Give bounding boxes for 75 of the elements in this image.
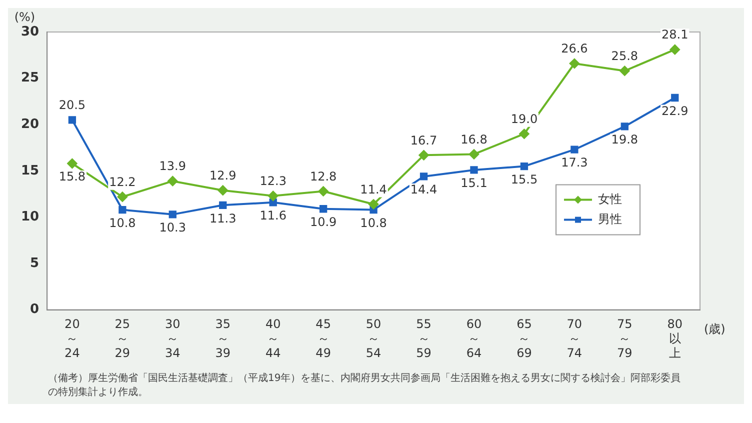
y-tick-label: 20 [20,116,40,132]
y-tick-label: 30 [20,24,40,40]
x-tick-label: 20～24 [64,317,80,360]
data-label: 16.7 [410,133,438,148]
data-label: 25.8 [611,49,638,64]
point [670,44,680,55]
point [319,205,328,213]
x-tick-label: 60～64 [466,317,482,360]
point [470,166,478,174]
data-label: 16.8 [460,132,488,146]
data-label: 12.3 [260,174,286,188]
x-tick-label: 55～59 [416,317,432,360]
point [168,210,176,218]
y-axis-title: (%) [14,10,36,24]
data-label: 28.1 [662,28,688,42]
y-tick-label: 0 [30,302,40,318]
point [520,162,528,170]
data-label: 19.8 [611,132,638,147]
point [620,66,630,76]
x-tick-label: 30～34 [165,317,180,360]
data-label: 10.8 [360,216,387,230]
y-tick-label: 15 [20,163,40,178]
point [318,186,328,196]
data-label: 11.3 [210,211,236,226]
text: （備考）厚生労働省「国民生活基礎調査」（平成19年）を基に、内閣府男女共同参画局「生活困難を抱える男女に関する検討会」阿部彩委員の特別集計より作成。 [47,372,682,400]
point [68,116,76,124]
data-label: 14.4 [410,182,438,197]
data-label: 10.8 [109,216,136,230]
x-tick-label: 70～74 [566,317,582,360]
data-label: 17.3 [561,156,588,170]
data-label: 12.9 [210,168,236,182]
point [219,201,227,209]
point [420,172,428,180]
data-label: 11.4 [360,182,387,196]
point [519,128,530,139]
point [268,190,278,201]
point [468,149,479,160]
data-label: 19.0 [510,112,538,126]
x-tick-label: 75～79 [617,317,632,360]
data-label: 15.1 [460,176,488,190]
x-tick-label: 80以上 [667,317,683,360]
data-label: 13.9 [159,159,186,174]
point [671,94,679,102]
x-tick-label: 45～49 [316,317,331,360]
data-label: 15.5 [510,172,538,186]
data-label: 26.6 [561,42,588,56]
data-label: 10.9 [310,214,337,229]
point [168,176,178,186]
point [117,192,128,202]
y-tick-label: 5 [30,256,40,271]
point [418,150,429,160]
point [67,158,78,168]
x-tick-label: 40～44 [265,317,281,360]
legend-label: 男性 [598,212,622,226]
point [570,146,578,154]
x-tick-label: 65～69 [516,317,532,360]
y-tick-label: 25 [20,70,40,86]
point [118,206,126,214]
data-label: 12.8 [310,169,337,184]
point [368,199,379,210]
point [620,122,628,130]
x-tick-label: 25～29 [114,317,130,360]
x-axis-title: (歳) [704,322,726,336]
y-tick-label: 10 [20,210,40,225]
point [218,185,228,196]
data-label: 20.5 [58,98,86,112]
data-label: 22.9 [662,104,688,118]
point [569,58,580,68]
x-tick-label: 35～39 [215,317,231,360]
data-label: 15.8 [58,170,86,184]
legend-label: 女性 [598,192,622,206]
data-label: 10.3 [159,220,186,235]
data-label: 12.2 [109,174,136,189]
x-tick-label: 50～54 [366,317,382,360]
data-label: 11.6 [260,208,286,223]
